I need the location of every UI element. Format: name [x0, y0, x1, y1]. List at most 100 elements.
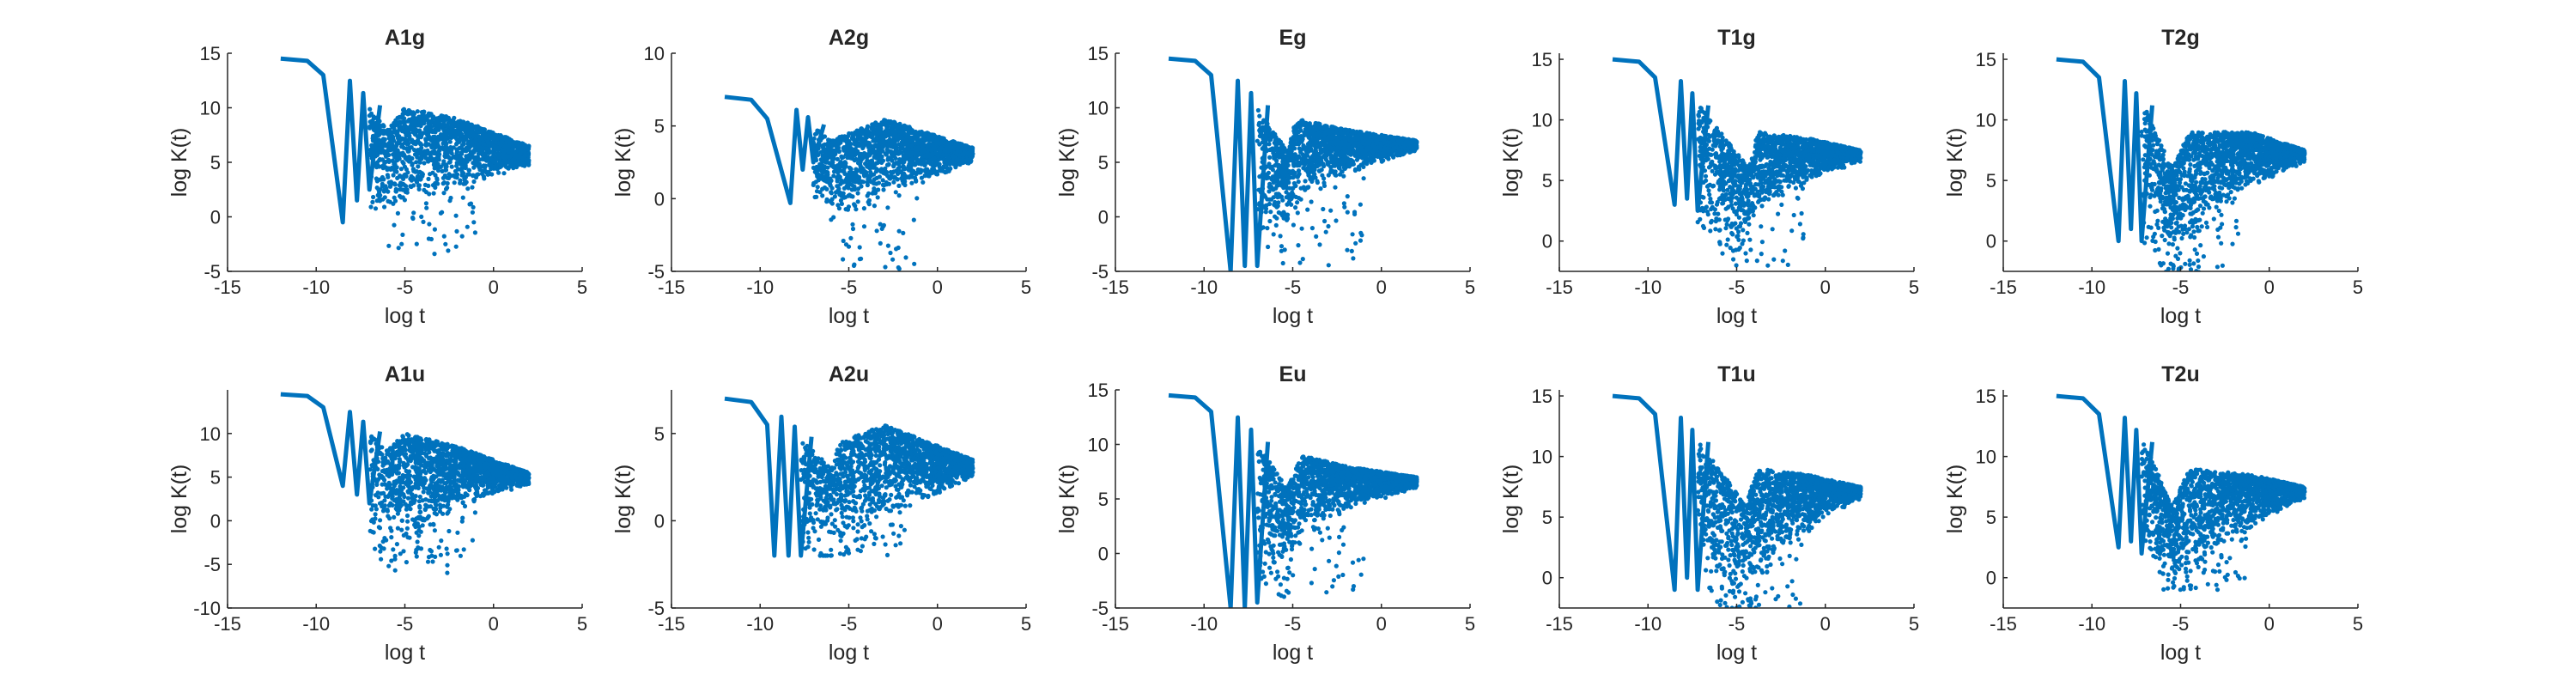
data-point [1269, 131, 1274, 136]
data-point [411, 128, 416, 133]
data-point [811, 182, 816, 187]
data-point [909, 128, 914, 133]
data-point [1313, 146, 1318, 151]
data-point [409, 145, 414, 150]
data-point [859, 184, 864, 189]
data-point [415, 155, 420, 160]
data-point [1290, 185, 1295, 192]
data-point [826, 144, 831, 149]
data-point [439, 123, 445, 128]
data-point [424, 205, 429, 210]
data-point [447, 160, 453, 165]
data-point [909, 174, 914, 179]
data-point [841, 148, 847, 153]
data-point [893, 149, 898, 155]
data-point [831, 150, 837, 155]
data-point [462, 165, 467, 170]
data-point [400, 187, 405, 192]
data-point [1338, 172, 1343, 177]
data-point [866, 176, 871, 182]
data-point [896, 151, 902, 156]
panel-title: A2g [829, 26, 869, 50]
data-point [846, 244, 852, 249]
data-point [445, 116, 450, 121]
data-point [433, 180, 438, 186]
data-point [493, 134, 498, 139]
data-point [487, 161, 492, 167]
data-point [908, 139, 913, 144]
data-point [880, 178, 885, 183]
data-point [890, 141, 896, 146]
data-point [866, 202, 872, 207]
data-point [454, 136, 459, 142]
data-point [961, 152, 966, 157]
data-point [497, 142, 502, 147]
data-point [811, 166, 817, 171]
data-point [453, 129, 458, 134]
data-point [853, 130, 858, 135]
data-point [414, 241, 419, 246]
data-point [1258, 126, 1263, 131]
data-point [896, 193, 902, 198]
data-point [968, 147, 973, 152]
data-point [824, 156, 829, 162]
data-point [877, 140, 883, 146]
data-point [465, 186, 471, 192]
x-tick-label: -5 [841, 277, 858, 298]
data-point [435, 164, 440, 170]
data-point [433, 173, 438, 178]
data-point [914, 141, 920, 146]
data-point [872, 122, 878, 127]
data-point [443, 154, 448, 159]
data-point [1318, 186, 1323, 192]
data-point [845, 207, 851, 212]
data-point [896, 228, 902, 234]
data-point [904, 134, 909, 140]
data-point [476, 125, 481, 131]
data-point [901, 165, 907, 170]
data-point [425, 148, 430, 153]
data-point [1269, 177, 1274, 182]
data-point [887, 138, 892, 143]
data-point [449, 155, 454, 161]
data-point [1271, 232, 1276, 237]
data-point [831, 173, 836, 179]
data-point [836, 142, 841, 147]
data-point [414, 179, 420, 185]
data-point [456, 153, 461, 158]
data-point [1326, 136, 1331, 141]
data-point [861, 206, 867, 211]
data-point [391, 137, 396, 142]
data-point [1260, 120, 1265, 125]
data-point [433, 156, 438, 161]
data-point [1296, 168, 1302, 173]
data-point [902, 182, 908, 188]
data-point [964, 157, 969, 162]
data-point [448, 173, 453, 179]
data-point [376, 187, 381, 192]
data-point [912, 261, 917, 266]
data-point [1287, 170, 1292, 175]
data-point [877, 151, 883, 156]
data-point [497, 165, 503, 170]
data-point [469, 125, 474, 131]
data-point [939, 168, 944, 173]
data-point [853, 204, 858, 209]
data-point [1265, 226, 1270, 231]
data-point [386, 127, 391, 132]
data-point [908, 143, 914, 149]
data-point [908, 135, 913, 140]
data-point [410, 117, 416, 122]
data-point [820, 165, 825, 171]
data-point [831, 169, 837, 174]
data-point [416, 183, 422, 188]
data-point [890, 257, 896, 262]
data-point [432, 227, 437, 232]
data-point [902, 160, 907, 165]
data-point [480, 147, 485, 152]
plot-area [280, 56, 532, 257]
data-point [402, 183, 407, 188]
data-point [907, 161, 912, 167]
